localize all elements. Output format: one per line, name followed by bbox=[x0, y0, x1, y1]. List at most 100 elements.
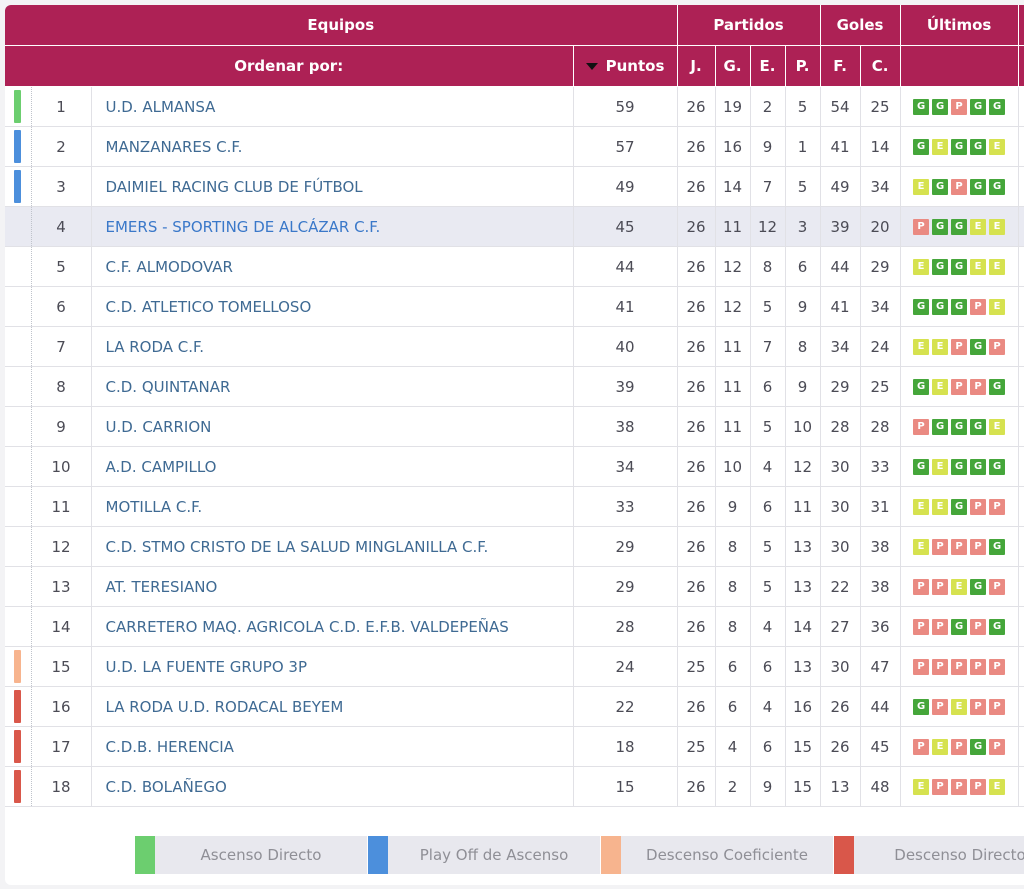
sort-e-button[interactable]: E. bbox=[750, 45, 786, 87]
form-result-badge: P bbox=[913, 218, 930, 235]
played-cell: 26 bbox=[677, 166, 716, 207]
form-result-badge: P bbox=[951, 538, 968, 555]
position-cell: 16 bbox=[31, 686, 92, 727]
team-link[interactable]: LA RODA U.D. RODACAL BEYEM bbox=[91, 686, 574, 727]
sort-j-button[interactable]: J. bbox=[677, 45, 716, 87]
form-result-badge: G bbox=[951, 618, 968, 635]
legend-item: Descenso Coeficiente bbox=[601, 836, 833, 874]
won-cell: 11 bbox=[715, 406, 751, 447]
position-cell: 4 bbox=[31, 206, 92, 247]
legend-label: Play Off de Ascenso bbox=[419, 846, 569, 864]
lost-cell: 13 bbox=[785, 566, 821, 607]
team-link[interactable]: C.D.B. HERENCIA bbox=[91, 726, 574, 767]
form-result-badge: E bbox=[989, 218, 1006, 235]
team-link[interactable]: EMERS - SPORTING DE ALCÁZAR C.F. bbox=[91, 206, 574, 247]
won-cell: 4 bbox=[715, 726, 751, 767]
form-result-badge: P bbox=[989, 658, 1006, 675]
sort-puntos-label: Puntos bbox=[605, 57, 665, 75]
table-row: 4 EMERS - SPORTING DE ALCÁZAR C.F. 45 26 11 1… bbox=[5, 206, 1024, 247]
played-cell: 26 bbox=[677, 206, 716, 247]
extra-cell bbox=[1018, 566, 1024, 607]
points-cell: 29 bbox=[573, 526, 678, 567]
position-cell: 1 bbox=[31, 86, 92, 127]
extra-cell bbox=[1018, 406, 1024, 447]
lost-cell: 8 bbox=[785, 326, 821, 367]
drawn-cell: 4 bbox=[750, 606, 786, 647]
extra-cell bbox=[1018, 246, 1024, 287]
extra-cell bbox=[1018, 766, 1024, 807]
drawn-cell: 6 bbox=[750, 726, 786, 767]
team-link[interactable]: A.D. CAMPILLO bbox=[91, 446, 574, 487]
team-link[interactable]: DAIMIEL RACING CLUB DE FÚTBOL bbox=[91, 166, 574, 207]
won-cell: 16 bbox=[715, 126, 751, 167]
zone-indicator-cell bbox=[5, 366, 32, 407]
team-link[interactable]: C.D. QUINTANAR bbox=[91, 366, 574, 407]
team-link[interactable]: C.D. ATLETICO TOMELLOSO bbox=[91, 286, 574, 327]
form-result-badge: G bbox=[970, 338, 987, 355]
form-result-badge: P bbox=[913, 738, 930, 755]
form-result-badge: E bbox=[932, 498, 949, 515]
played-cell: 26 bbox=[677, 286, 716, 327]
form-result-badge: E bbox=[989, 298, 1006, 315]
header-ultimos: Últimos bbox=[900, 5, 1019, 46]
team-link[interactable]: AT. TERESIANO bbox=[91, 566, 574, 607]
form-result-badge: G bbox=[951, 418, 968, 435]
form-result-badge: G bbox=[970, 98, 987, 115]
goals-for-cell: 30 bbox=[820, 446, 861, 487]
sort-g-button[interactable]: G. bbox=[715, 45, 751, 87]
sort-puntos-button[interactable]: Puntos bbox=[573, 45, 678, 87]
position-cell: 3 bbox=[31, 166, 92, 207]
drawn-cell: 5 bbox=[750, 566, 786, 607]
form-result-badge: P bbox=[970, 618, 987, 635]
goals-for-cell: 22 bbox=[820, 566, 861, 607]
form-result-badge: P bbox=[913, 618, 930, 635]
extra-cell bbox=[1018, 286, 1024, 327]
team-link[interactable]: C.D. BOLAÑEGO bbox=[91, 766, 574, 807]
drawn-cell: 5 bbox=[750, 406, 786, 447]
team-link[interactable]: C.F. ALMODOVAR bbox=[91, 246, 574, 287]
form-result-badge: E bbox=[913, 538, 930, 555]
form-result-badge: G bbox=[913, 698, 930, 715]
played-cell: 25 bbox=[677, 646, 716, 687]
position-cell: 14 bbox=[31, 606, 92, 647]
goals-for-cell: 30 bbox=[820, 486, 861, 527]
position-cell: 18 bbox=[31, 766, 92, 807]
team-link[interactable]: MANZANARES C.F. bbox=[91, 126, 574, 167]
team-link[interactable]: C.D. STMO CRISTO DE LA SALUD MINGLANILLA… bbox=[91, 526, 574, 567]
team-link[interactable]: CARRETERO MAQ. AGRICOLA C.D. E.F.B. VALD… bbox=[91, 606, 574, 647]
form-result-badge: G bbox=[932, 98, 949, 115]
form-result-badge: E bbox=[970, 218, 987, 235]
zone-color-bar bbox=[14, 90, 21, 123]
zone-indicator-cell bbox=[5, 446, 32, 487]
goals-for-cell: 49 bbox=[820, 166, 861, 207]
team-link[interactable]: LA RODA C.F. bbox=[91, 326, 574, 367]
team-link[interactable]: U.D. ALMANSA bbox=[91, 86, 574, 127]
drawn-cell: 6 bbox=[750, 366, 786, 407]
team-link[interactable]: U.D. LA FUENTE GRUPO 3P bbox=[91, 646, 574, 687]
form-result-badge: P bbox=[932, 578, 949, 595]
team-link[interactable]: MOTILLA C.F. bbox=[91, 486, 574, 527]
form-result-badge: E bbox=[913, 778, 930, 795]
team-link[interactable]: U.D. CARRION bbox=[91, 406, 574, 447]
position-cell: 8 bbox=[31, 366, 92, 407]
form-result-badge: G bbox=[989, 538, 1006, 555]
sort-p-button[interactable]: P. bbox=[785, 45, 821, 87]
goals-against-cell: 29 bbox=[860, 246, 901, 287]
table-row: 18 C.D. BOLAÑEGO 15 26 2 9 15 13 48 E P P P E bbox=[5, 766, 1024, 807]
form-result-badge: P bbox=[932, 778, 949, 795]
goals-for-cell: 30 bbox=[820, 646, 861, 687]
points-cell: 34 bbox=[573, 446, 678, 487]
won-cell: 6 bbox=[715, 646, 751, 687]
drawn-cell: 6 bbox=[750, 486, 786, 527]
lost-cell: 13 bbox=[785, 526, 821, 567]
zone-color-bar bbox=[14, 690, 21, 723]
sort-c-button[interactable]: C. bbox=[860, 45, 901, 87]
form-result-badge: G bbox=[951, 498, 968, 515]
legend-label: Descenso Coeficiente bbox=[646, 846, 808, 864]
goals-against-cell: 25 bbox=[860, 86, 901, 127]
sort-f-button[interactable]: F. bbox=[820, 45, 861, 87]
